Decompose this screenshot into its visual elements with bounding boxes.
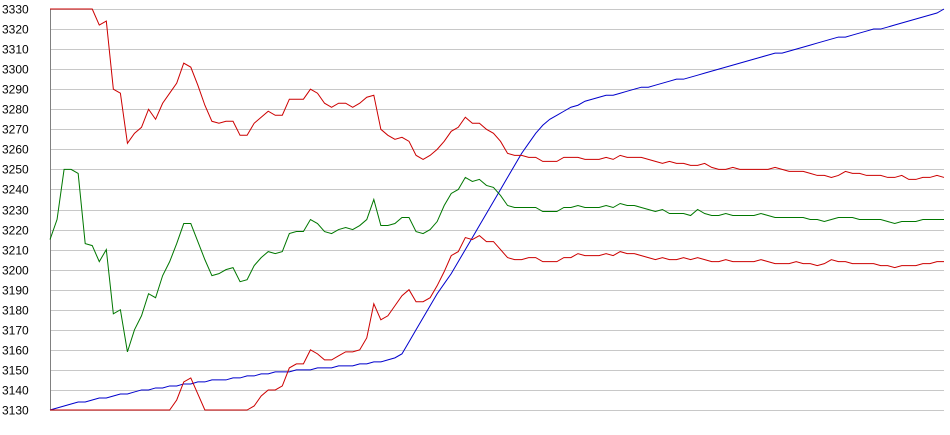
y-tick-label: 3280 — [2, 103, 29, 117]
y-tick-label: 3310 — [2, 43, 29, 57]
y-tick-label: 3180 — [2, 304, 29, 318]
series-line-2 — [50, 8, 945, 180]
y-tick-label: 3260 — [2, 143, 29, 157]
grid-layer — [50, 9, 944, 411]
y-tick-label: 3230 — [2, 204, 29, 218]
y-tick-label: 3240 — [2, 183, 29, 197]
series-layer — [49, 8, 945, 411]
y-tick-label: 3320 — [2, 23, 29, 37]
y-tick-label: 3330 — [2, 3, 29, 17]
y-tick-labels: 3330 3320 3310 3300 3290 3280 3270 3260 3250 3240… — [2, 3, 29, 418]
y-tick-label: 3160 — [2, 344, 29, 358]
series-line-1 — [49, 8, 945, 411]
y-tick-label: 3130 — [2, 404, 29, 418]
y-tick-label: 3210 — [2, 244, 29, 258]
y-tick-label: 3190 — [2, 284, 29, 298]
y-tick-label: 3220 — [2, 224, 29, 238]
y-tick-label: 3300 — [2, 63, 29, 77]
y-tick-label: 3170 — [2, 324, 29, 338]
y-tick-label: 3150 — [2, 364, 29, 378]
series-line-4 — [50, 234, 944, 411]
y-tick-label: 3270 — [2, 123, 29, 137]
y-tick-label: 3250 — [2, 163, 29, 177]
y-tick-label: 3140 — [2, 384, 29, 398]
y-tick-label: 3200 — [2, 264, 29, 278]
y-tick-label: 3290 — [2, 83, 29, 97]
series-line-3 — [49, 168, 944, 353]
